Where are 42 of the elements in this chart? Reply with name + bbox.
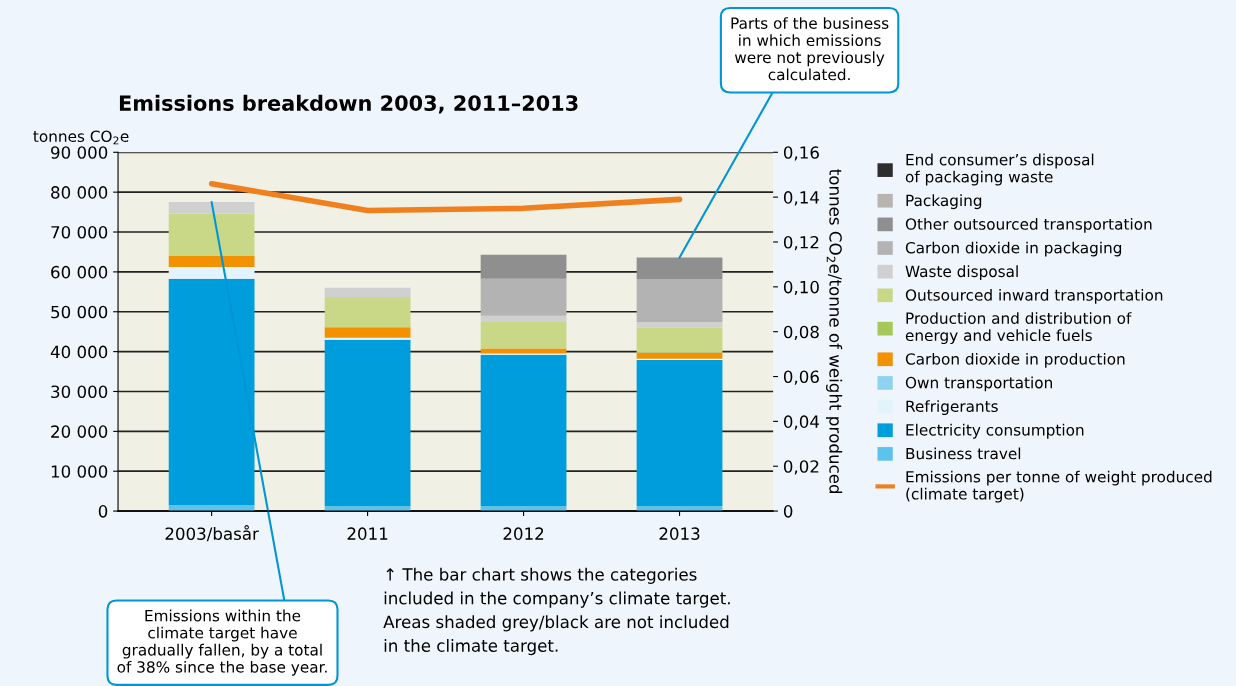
legend-label: Carbon dioxide in packaging bbox=[905, 241, 1122, 257]
y2-tick-label: 0,02 bbox=[783, 460, 819, 475]
x-tick-label: 2013 bbox=[659, 527, 700, 540]
y-tick-label: 50 000 bbox=[51, 305, 108, 319]
chart-title: Emissions breakdown 2003, 2011–2013 bbox=[119, 94, 578, 114]
y-tick-label: 30 000 bbox=[51, 385, 108, 399]
y2-tick-label: 0,08 bbox=[783, 325, 819, 340]
legend-label: Business travel bbox=[906, 447, 1021, 460]
y2-tick-label: 0,12 bbox=[783, 235, 819, 251]
y-tick-label: 20 000 bbox=[51, 425, 108, 438]
y2-axis-title: tonnes CO$_{2}$e/tonne of weight produced bbox=[826, 169, 843, 494]
y-tick-label: 70 000 bbox=[51, 225, 108, 239]
legend-label: Production and distribution of energy and vehicle fuels bbox=[905, 312, 1132, 345]
x-tick-label: 2012 bbox=[503, 527, 544, 540]
legend-label: Emissions per tonne of weight produced (climate target) bbox=[906, 470, 1212, 503]
y-tick-label: 10 000 bbox=[51, 465, 108, 478]
x-tick-label: 2003/basår bbox=[165, 525, 259, 542]
legend-label: Other outsourced transportation bbox=[905, 218, 1152, 233]
legend-label: Packaging bbox=[906, 194, 982, 210]
y-tick-label: 90 000 bbox=[51, 146, 108, 159]
legend-label: End consumer’s disposal of packaging waste bbox=[905, 153, 1094, 186]
y2-tick-label: 0,14 bbox=[783, 191, 820, 206]
legend-label: Own transportation bbox=[905, 376, 1052, 392]
x-tick-label: 2011 bbox=[347, 527, 388, 540]
y2-tick-label: 0,04 bbox=[783, 415, 820, 430]
y-tick-label: 0 bbox=[98, 505, 108, 518]
y2-tick-label: 0,06 bbox=[783, 370, 819, 385]
y-tick-label: 80 000 bbox=[51, 186, 108, 199]
y2-tick-label: 0 bbox=[783, 505, 793, 518]
annotation: Emissions within the climate target have gradually fallen, by a total of 38% since the base year. bbox=[117, 609, 327, 676]
legend-label: Electricity consumption bbox=[906, 423, 1084, 439]
legend-label: Carbon dioxide in production bbox=[905, 352, 1125, 368]
y-tick-label: 60 000 bbox=[51, 265, 108, 279]
y2-tick-label: 0,10 bbox=[783, 280, 819, 296]
y-tick-label: 40 000 bbox=[50, 345, 108, 359]
legend-label: Waste disposal bbox=[905, 265, 1018, 281]
legend-label: Outsourced inward transportation bbox=[905, 288, 1163, 304]
annotation: Parts of the business in which emissions were not previously calculated. bbox=[731, 17, 889, 81]
y2-tick-label: 0,16 bbox=[783, 146, 819, 161]
text: ↑ The bar chart shows the categories included in the company’s climate target. Areas shaded grey/black are not included in the climate target. bbox=[383, 567, 730, 656]
legend-label: Refrigerants bbox=[906, 400, 998, 415]
y-axis-title: tonnes CO$_{2}$e bbox=[33, 130, 129, 145]
